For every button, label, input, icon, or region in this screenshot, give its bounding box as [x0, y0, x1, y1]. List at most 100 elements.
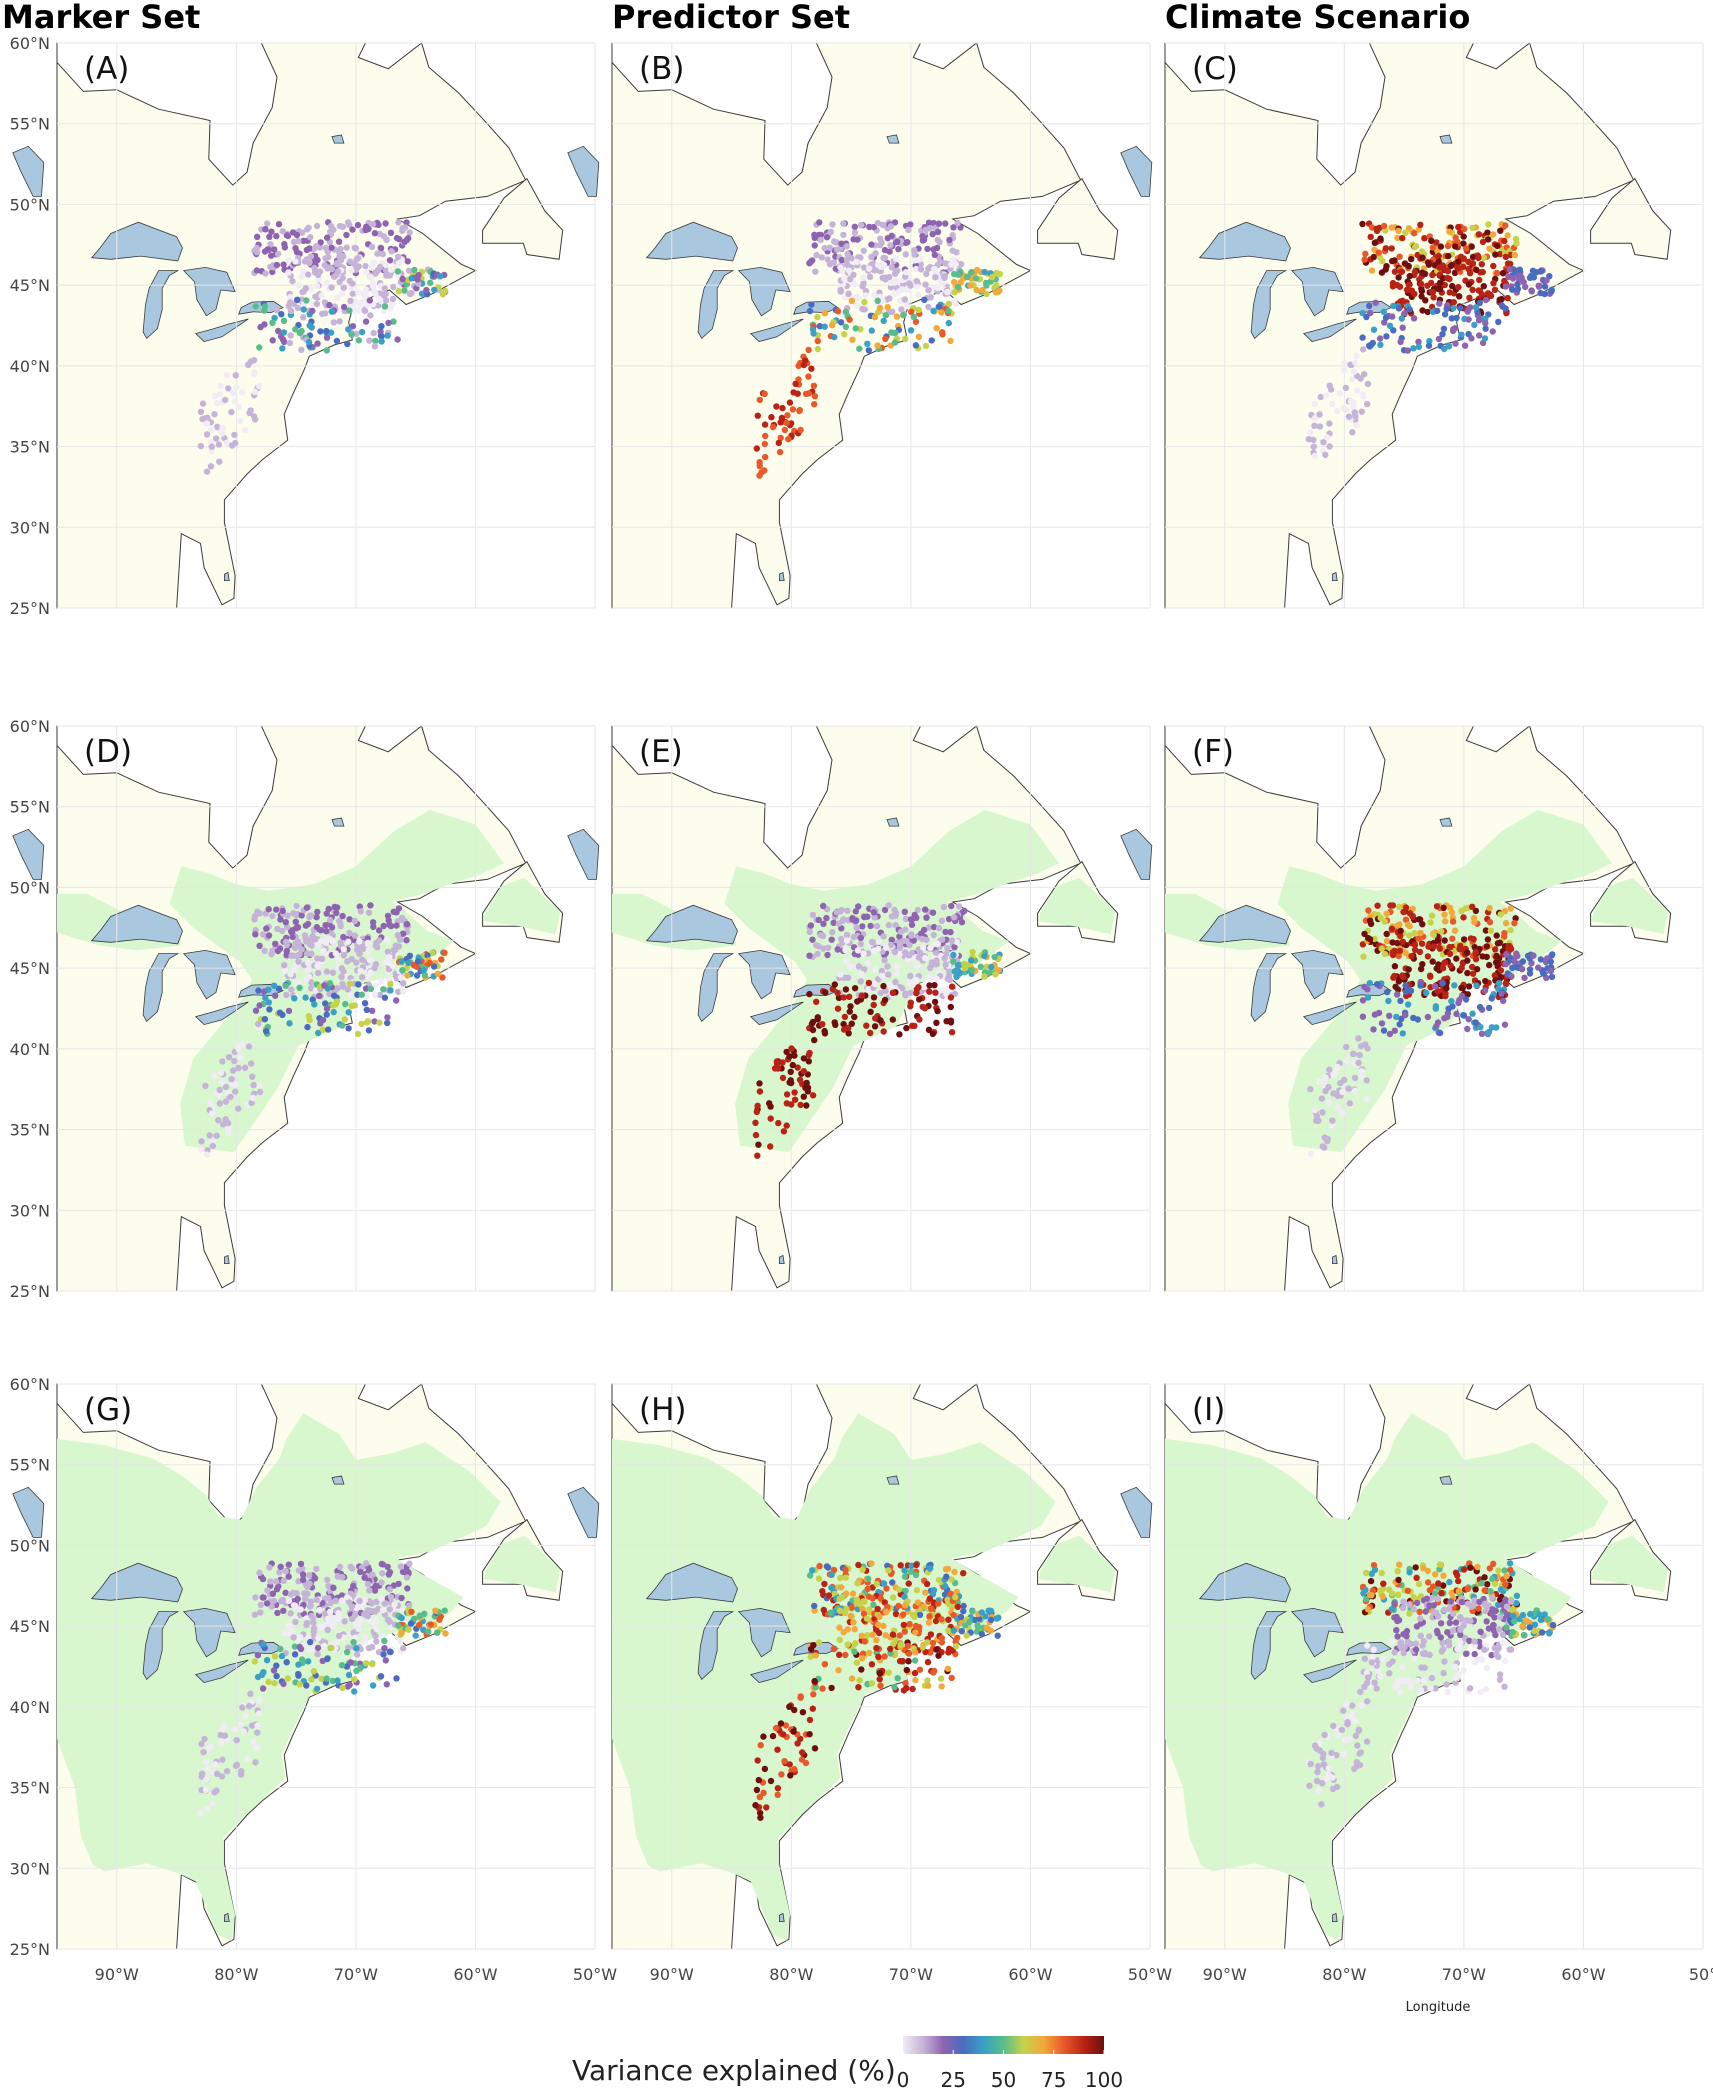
hex-cell — [305, 1658, 312, 1665]
lake — [1120, 145, 1153, 197]
hex-cell — [773, 403, 780, 410]
hex-cell — [1307, 1086, 1314, 1093]
hex-cell — [369, 283, 377, 290]
hex-cell — [922, 906, 929, 913]
hex-cell — [875, 1653, 882, 1660]
hex-cell — [249, 1094, 257, 1102]
hex-cell — [393, 1675, 400, 1682]
hex-cell — [1361, 983, 1368, 990]
hex-cell — [952, 260, 959, 268]
hex-cell — [296, 979, 303, 987]
hex-cell — [1502, 1581, 1509, 1588]
hex-cell — [893, 970, 900, 977]
hex-cell — [238, 389, 246, 396]
hex-cell — [363, 269, 370, 276]
hex-cell — [420, 1626, 427, 1633]
hex-cell — [378, 323, 385, 330]
hex-cell — [1475, 254, 1482, 262]
hex-cell — [993, 282, 1000, 289]
hex-cell — [279, 336, 287, 343]
hex-cell — [778, 1771, 785, 1778]
hex-cell — [284, 1675, 292, 1682]
hex-cell — [211, 411, 218, 418]
hex-cell — [377, 1673, 385, 1680]
hex-cell — [439, 974, 446, 981]
hex-cell — [1410, 230, 1418, 237]
hex-cell — [339, 223, 346, 230]
hex-cell — [977, 963, 984, 970]
hex-cell — [843, 1605, 850, 1612]
hex-cell — [1318, 1801, 1325, 1808]
hex-cell — [1476, 299, 1483, 307]
hex-cell — [788, 1045, 795, 1052]
hex-cell — [1436, 300, 1443, 307]
hex-cell — [1361, 930, 1368, 938]
hex-cell — [902, 269, 910, 276]
hex-cell — [874, 1605, 881, 1613]
hex-cell — [779, 404, 786, 412]
hex-cell — [1411, 930, 1418, 937]
hex-cell — [1470, 935, 1477, 943]
hex-cell — [914, 1599, 922, 1606]
hex-cell — [1471, 1659, 1479, 1666]
hex-cell — [198, 1740, 205, 1748]
hex-cell — [1460, 914, 1467, 921]
hex-cell — [892, 1610, 900, 1618]
hex-cell — [276, 1569, 283, 1576]
hex-cell — [315, 969, 322, 977]
hex-cell — [854, 1580, 861, 1587]
hex-cell — [1397, 1643, 1404, 1650]
hex-cell — [996, 287, 1003, 294]
hex-cell — [362, 226, 369, 234]
hex-cell — [894, 1675, 901, 1682]
hex-cell — [865, 986, 872, 993]
hex-cell — [958, 1628, 965, 1635]
hex-cell — [1471, 1597, 1478, 1604]
hex-cell — [885, 902, 892, 909]
hex-cell — [1519, 1623, 1526, 1630]
hex-cell — [829, 221, 836, 228]
hex-cell — [813, 251, 820, 259]
hex-cell — [376, 263, 384, 271]
hex-cell — [903, 1666, 910, 1674]
hex-cell — [841, 1013, 849, 1021]
hex-cell — [1388, 1606, 1395, 1613]
hex-cell — [892, 329, 899, 337]
hex-cell — [272, 940, 279, 948]
hex-cell — [219, 430, 226, 437]
hex-cell — [252, 1594, 259, 1601]
hex-cell — [390, 946, 397, 954]
hex-cell — [1511, 1618, 1518, 1625]
lake — [223, 1912, 230, 1922]
hex-cell — [883, 1585, 890, 1592]
hex-cell — [1516, 271, 1524, 278]
hex-cell — [366, 1587, 373, 1594]
map-panel-i: (I) — [1120, 1383, 1704, 1950]
hex-cell — [369, 1682, 377, 1689]
hex-cell — [1484, 936, 1492, 943]
hex-cell — [1361, 371, 1368, 378]
hex-cell — [1462, 996, 1470, 1003]
hex-cell — [296, 1643, 303, 1651]
hex-cell — [382, 1600, 389, 1607]
hex-cell — [815, 916, 822, 924]
hex-cell — [1458, 907, 1465, 915]
hex-cell — [233, 1761, 241, 1768]
hex-cell — [398, 958, 405, 965]
hex-cell — [1318, 1095, 1325, 1102]
hex-cell — [1408, 255, 1415, 263]
hex-cell — [323, 279, 330, 286]
hex-cell — [787, 1068, 794, 1075]
hex-cell — [418, 290, 426, 297]
hex-cell — [1351, 1765, 1358, 1773]
hex-cell — [864, 340, 871, 347]
hex-cell — [904, 302, 911, 310]
hex-cell — [211, 1072, 218, 1080]
hex-cell — [308, 985, 315, 992]
hex-cell — [270, 982, 278, 989]
hex-cell — [254, 1722, 261, 1729]
hex-cell — [905, 280, 913, 287]
hex-cell — [1353, 421, 1360, 429]
hex-cell — [263, 1600, 271, 1607]
hex-cell — [307, 1598, 314, 1605]
